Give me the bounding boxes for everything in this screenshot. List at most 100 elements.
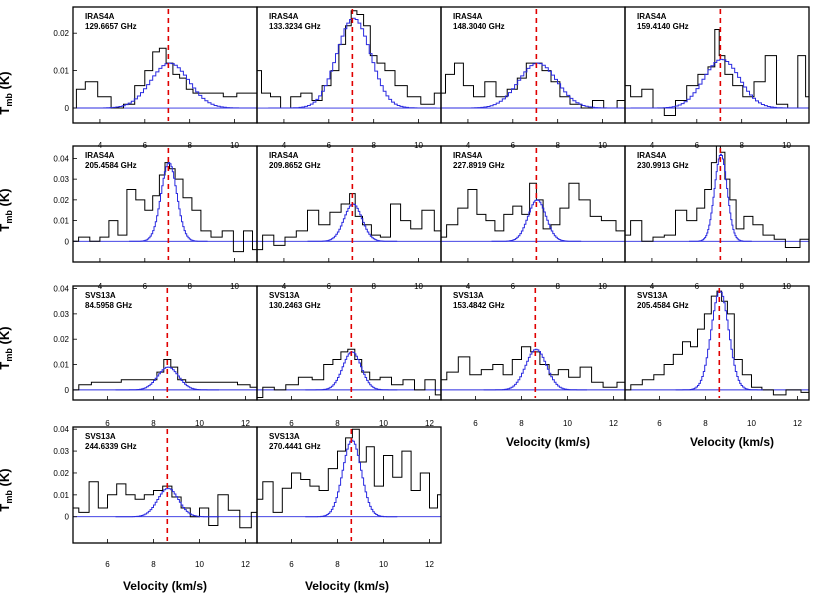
model-fit xyxy=(73,62,257,109)
observed-spectrum xyxy=(257,428,441,513)
source-label: SVS13A xyxy=(85,291,116,300)
y-tick-label: 0 xyxy=(65,513,70,522)
x-tick-label: 8 xyxy=(335,419,340,428)
x-tick-label: 12 xyxy=(793,419,802,428)
panel-frame xyxy=(256,426,442,544)
source-label: IRAS4A xyxy=(637,12,667,21)
model-fit xyxy=(630,58,809,109)
frequency-label: 230.9913 GHz xyxy=(637,161,689,170)
frequency-label: 133.3234 GHz xyxy=(269,22,321,31)
y-tick-label: 0.03 xyxy=(53,447,69,456)
x-tick-label: 10 xyxy=(379,419,388,428)
observed-spectrum xyxy=(441,182,625,238)
x-tick-label: 10 xyxy=(747,419,756,428)
x-tick-label: 6 xyxy=(289,560,294,569)
frequency-label: 244.6339 GHz xyxy=(85,442,137,451)
observed-spectrum xyxy=(73,162,257,253)
source-label: IRAS4A xyxy=(637,151,667,160)
source-label: IRAS4A xyxy=(85,12,115,21)
y-tick-label: 0.04 xyxy=(53,285,69,294)
source-label: IRAS4A xyxy=(269,151,299,160)
x-axis-label-col-3: Velocity (km/s) xyxy=(506,435,590,449)
observed-spectrum xyxy=(625,290,809,396)
x-tick-label: 10 xyxy=(379,560,388,569)
source-label: SVS13A xyxy=(85,432,116,441)
x-tick-label: 12 xyxy=(241,560,250,569)
frequency-label: 130.2463 GHz xyxy=(269,301,321,310)
frequency-label: 129.6657 GHz xyxy=(85,22,137,31)
x-tick-label: 8 xyxy=(151,419,156,428)
frequency-label: 209.8652 GHz xyxy=(269,161,321,170)
y-tick-label: 0.02 xyxy=(53,469,69,478)
model-fit xyxy=(491,199,582,242)
frequency-label: 205.4584 GHz xyxy=(85,161,137,170)
y-tick-label: 0 xyxy=(65,386,70,395)
frequency-label: 227.8919 GHz xyxy=(453,161,505,170)
y-tick-label: 0.04 xyxy=(53,425,69,434)
panel-frame xyxy=(624,145,810,263)
x-tick-label: 10 xyxy=(195,560,204,569)
y-tick-label: 0.04 xyxy=(53,154,69,163)
y-tick-label: 0.03 xyxy=(53,175,69,184)
x-tick-label: 8 xyxy=(703,419,708,428)
y-tick-label: 0 xyxy=(65,104,70,113)
frequency-label: 205.4584 GHz xyxy=(637,301,689,310)
x-tick-label: 6 xyxy=(105,560,110,569)
model-fit xyxy=(115,487,219,518)
x-tick-label: 10 xyxy=(563,419,572,428)
x-tick-label: 6 xyxy=(657,419,662,428)
y-tick-label: 0.02 xyxy=(53,196,69,205)
x-tick-label: 6 xyxy=(105,419,110,428)
model-fit xyxy=(115,366,219,391)
observed-spectrum xyxy=(73,47,257,109)
panel-frame xyxy=(624,6,810,124)
x-tick-label: 12 xyxy=(425,419,434,428)
x-tick-label: 8 xyxy=(335,560,340,569)
source-label: IRAS4A xyxy=(453,151,483,160)
source-label: SVS13A xyxy=(453,291,484,300)
frequency-label: 159.4140 GHz xyxy=(637,22,689,31)
x-tick-label: 12 xyxy=(425,560,434,569)
model-fit xyxy=(129,162,208,242)
x-tick-label: 12 xyxy=(609,419,618,428)
observed-spectrum xyxy=(73,359,257,391)
y-tick-label: 0 xyxy=(65,237,70,246)
observed-spectrum xyxy=(257,348,441,398)
source-label: SVS13A xyxy=(269,432,300,441)
x-axis-label-col-2: Velocity (km/s) xyxy=(305,579,389,593)
source-label: IRAS4A xyxy=(85,151,115,160)
source-label: IRAS4A xyxy=(453,12,483,21)
x-tick-label: 12 xyxy=(241,419,250,428)
observed-spectrum xyxy=(625,29,809,116)
y-tick-label: 0.02 xyxy=(53,335,69,344)
y-axis-label-row-4: Tmb (K) xyxy=(0,468,14,511)
frequency-label: 270.4441 GHz xyxy=(269,442,321,451)
y-tick-label: 0.02 xyxy=(53,29,69,38)
source-label: SVS13A xyxy=(637,291,668,300)
observed-spectrum xyxy=(441,62,625,109)
y-axis-label-row-3: Tmb (K) xyxy=(0,326,14,369)
observed-spectrum xyxy=(441,346,625,388)
y-tick-label: 0.03 xyxy=(53,310,69,319)
panel-frame xyxy=(624,285,810,401)
y-axis-label-row-1: Tmb (K) xyxy=(0,71,14,114)
y-tick-label: 0.01 xyxy=(53,361,69,370)
x-axis-label-col-4: Velocity (km/s) xyxy=(690,435,774,449)
source-label: SVS13A xyxy=(269,291,300,300)
x-axis-label-col-1: Velocity (km/s) xyxy=(123,579,207,593)
x-tick-label: 8 xyxy=(151,560,156,569)
model-fit xyxy=(689,153,752,242)
